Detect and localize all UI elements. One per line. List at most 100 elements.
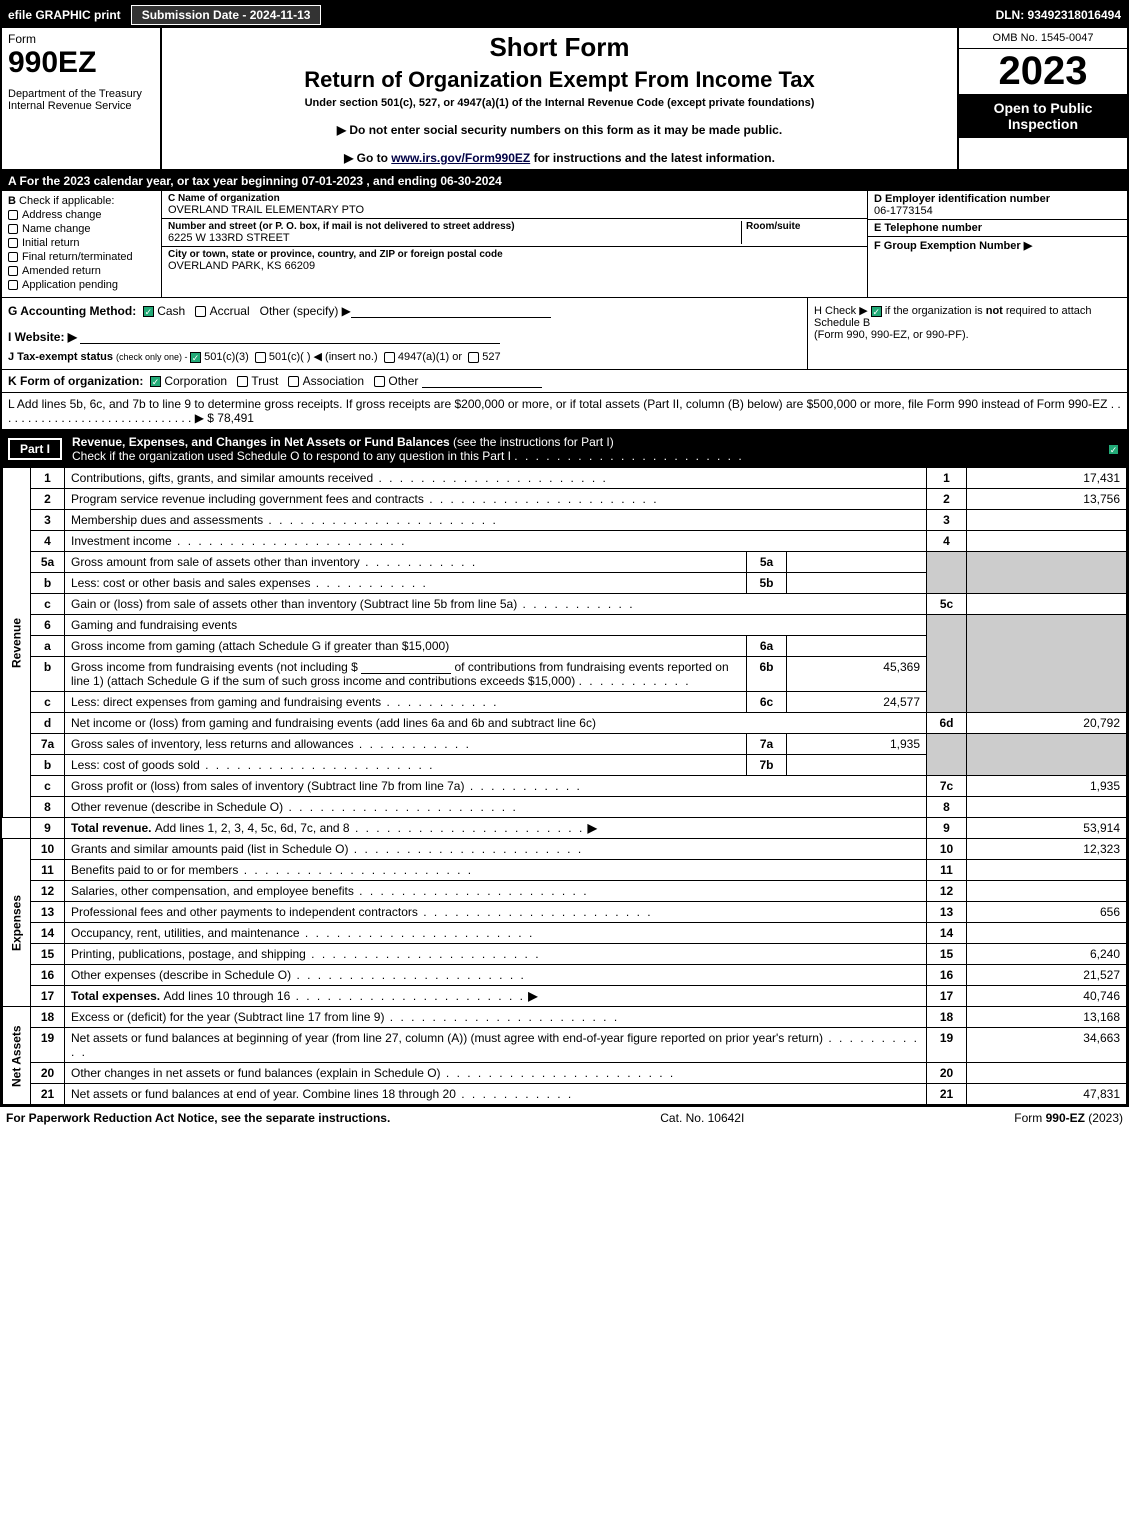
ln-21-num: 21 [31, 1084, 65, 1105]
efile-print-label[interactable]: efile GRAPHIC print [8, 8, 121, 22]
cb-h-checked[interactable]: ✓ [871, 306, 882, 317]
cb-other[interactable] [374, 376, 385, 387]
section-b-f-block: B Check if applicable: Address change Na… [2, 191, 1127, 298]
ln-10-num: 10 [31, 839, 65, 860]
ln-13-val: 656 [967, 902, 1127, 923]
ln-6a-num: a [31, 636, 65, 657]
ln-19-val: 34,663 [967, 1028, 1127, 1063]
cb-accrual[interactable] [195, 306, 206, 317]
ln-21-val: 47,831 [967, 1084, 1127, 1105]
cb-name-change[interactable]: Name change [8, 223, 155, 235]
open-public-inspection: Open to Public Inspection [959, 94, 1127, 138]
section-l: L Add lines 5b, 6c, and 7b to line 9 to … [2, 393, 1127, 431]
cb-4947[interactable] [384, 352, 395, 363]
ln-6-grey-val [967, 615, 1127, 713]
ln-2-rn: 2 [927, 489, 967, 510]
ln-9-val: 53,914 [967, 818, 1127, 839]
section-k: K Form of organization: ✓ Corporation Tr… [2, 370, 1127, 393]
ln-13-rn: 13 [927, 902, 967, 923]
website-blank[interactable] [80, 332, 500, 344]
ln-8-num: 8 [31, 797, 65, 818]
cb-501c3-checked[interactable]: ✓ [190, 352, 201, 363]
part-i-header: Part I Revenue, Expenses, and Changes in… [2, 431, 1127, 467]
cb-application-pending[interactable]: Application pending [8, 279, 155, 291]
ln-6c-num: c [31, 692, 65, 713]
ln-5c-text: Gain or (loss) from sale of assets other… [65, 594, 927, 615]
ln-16-num: 16 [31, 965, 65, 986]
dept-label-1: Department of the Treasury [8, 88, 154, 100]
k-other: Other [388, 374, 418, 388]
page-footer: For Paperwork Reduction Act Notice, see … [0, 1107, 1129, 1129]
ln-7c-rn: 7c [927, 776, 967, 797]
ln-6b-blank[interactable] [361, 662, 451, 674]
cb-schedule-o-checked[interactable]: ✓ [1108, 444, 1119, 455]
g-row: G Accounting Method: ✓ Cash Accrual Othe… [8, 304, 801, 318]
section-h: H Check ▶ ✓ if the organization is not r… [807, 298, 1127, 369]
g-accrual: Accrual [210, 304, 250, 318]
ln-5b-mn: 5b [747, 573, 787, 594]
part-i-table: Revenue 1 Contributions, gifts, grants, … [2, 467, 1127, 1105]
b-label: B [8, 195, 16, 207]
ln-12-val [967, 881, 1127, 902]
ln-7ab-grey-val [967, 734, 1127, 776]
footer-cat-no: Cat. No. 10642I [660, 1111, 744, 1125]
cb-final-return[interactable]: Final return/terminated [8, 251, 155, 263]
ln-1-text: Contributions, gifts, grants, and simila… [65, 468, 927, 489]
ln-15-text: Printing, publications, postage, and shi… [65, 944, 927, 965]
g-other-blank[interactable] [351, 306, 551, 318]
cb-cash-checked[interactable]: ✓ [143, 306, 154, 317]
k-trust: Trust [251, 374, 278, 388]
ln-18-val: 13,168 [967, 1007, 1127, 1028]
cb-501c[interactable] [255, 352, 266, 363]
irs-link[interactable]: www.irs.gov/Form990EZ [391, 151, 530, 165]
ln-6c-text: Less: direct expenses from gaming and fu… [65, 692, 747, 713]
ln-6d-num: d [31, 713, 65, 734]
cb-527[interactable] [468, 352, 479, 363]
cb-corporation-checked[interactable]: ✓ [150, 376, 161, 387]
ln-11-val [967, 860, 1127, 881]
ln-9-num: 9 [31, 818, 65, 839]
ln-20-num: 20 [31, 1063, 65, 1084]
cb-address-change[interactable]: Address change [8, 209, 155, 221]
ln-17-rn: 17 [927, 986, 967, 1007]
goto-post: for instructions and the latest informat… [530, 151, 775, 165]
ln-6-grey [927, 615, 967, 713]
ln-16-text: Other expenses (describe in Schedule O) [65, 965, 927, 986]
ln-6c-mv: 24,577 [787, 692, 927, 713]
submission-date-box: Submission Date - 2024-11-13 [131, 5, 322, 25]
footer-right: Form 990-EZ (2023) [1014, 1111, 1123, 1125]
k-other-blank[interactable] [422, 376, 542, 388]
j-label: J Tax-exempt status [8, 351, 116, 363]
header-right: OMB No. 1545-0047 2023 Open to Public In… [957, 28, 1127, 169]
cb-initial-return[interactable]: Initial return [8, 237, 155, 249]
side-label-revenue: Revenue [3, 468, 31, 818]
header-middle: Short Form Return of Organization Exempt… [162, 28, 957, 169]
cb-trust[interactable] [237, 376, 248, 387]
ln-6a-mn: 6a [747, 636, 787, 657]
part-i-title: Revenue, Expenses, and Changes in Net As… [72, 435, 453, 449]
ln-7b-mn: 7b [747, 755, 787, 776]
ln-3-num: 3 [31, 510, 65, 531]
ln-20-text: Other changes in net assets or fund bala… [65, 1063, 927, 1084]
ln-5ab-grey-val [967, 552, 1127, 594]
side-label-expenses: Expenses [3, 839, 31, 1007]
ln-1-val: 17,431 [967, 468, 1127, 489]
c-name-label: C Name of organization [168, 193, 861, 204]
form-number: 990EZ [8, 46, 154, 80]
ln-7c-text: Gross profit or (loss) from sales of inv… [65, 776, 927, 797]
ln-13-text: Professional fees and other payments to … [65, 902, 927, 923]
ln-7c-val: 1,935 [967, 776, 1127, 797]
ln-11-num: 11 [31, 860, 65, 881]
ln-1-num: 1 [31, 468, 65, 489]
part-i-desc: Revenue, Expenses, and Changes in Net As… [68, 431, 1108, 467]
cb-amended-return[interactable]: Amended return [8, 265, 155, 277]
d-label: D Employer identification number [874, 193, 1050, 205]
g-label: G Accounting Method: [8, 304, 136, 318]
j-small: (check only one) - [116, 352, 190, 362]
ln-7a-mn: 7a [747, 734, 787, 755]
j-527: 527 [482, 351, 500, 363]
ln-14-num: 14 [31, 923, 65, 944]
cb-association[interactable] [288, 376, 299, 387]
ln-7b-num: b [31, 755, 65, 776]
h-pre: H Check ▶ [814, 305, 871, 317]
